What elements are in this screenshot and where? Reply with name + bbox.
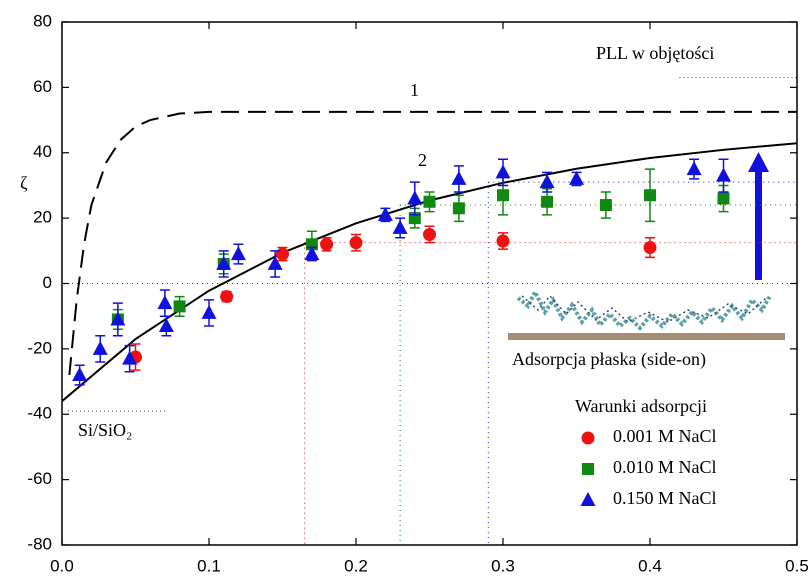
x-tick-label: 0.4 (638, 556, 662, 575)
marker (110, 311, 126, 326)
marker (497, 189, 509, 202)
marker (201, 304, 217, 319)
inset-label: Adsorpcja płaska (side-on) (512, 349, 706, 370)
substrate (508, 333, 785, 340)
curve-label: 2 (418, 150, 427, 170)
curve (68, 110, 797, 376)
y-axis-label: ζ (20, 173, 28, 193)
marker (173, 300, 186, 313)
arrow-shaft (755, 170, 762, 280)
marker (122, 350, 138, 365)
y-tick-label: -40 (27, 404, 52, 423)
marker (304, 246, 320, 261)
marker (230, 246, 246, 261)
y-tick-label: -80 (27, 534, 52, 553)
legend-marker (580, 492, 596, 506)
y-tick-label: 60 (33, 77, 52, 96)
marker (452, 202, 465, 215)
x-tick-label: 0.1 (197, 556, 221, 575)
marker (599, 199, 612, 212)
x-tick-label: 0.5 (785, 556, 809, 575)
legend-label: 0.150 M NaCl (613, 488, 717, 508)
marker (643, 241, 657, 255)
marker (216, 255, 232, 270)
marker (320, 237, 334, 251)
reference-label: PLL w objętości (596, 43, 714, 63)
arrow-head (748, 152, 769, 172)
marker (392, 219, 408, 234)
marker (496, 234, 510, 248)
y-tick-label: -20 (27, 338, 52, 357)
marker (423, 195, 436, 208)
marker (541, 195, 554, 208)
x-tick-label: 0.0 (50, 556, 74, 575)
y-tick-label: 80 (33, 11, 52, 30)
y-tick-label: 0 (43, 273, 52, 292)
y-tick-label: -60 (27, 469, 52, 488)
legend-label: 0.010 M NaCl (613, 457, 717, 477)
marker (267, 255, 283, 270)
y-tick-label: 40 (33, 142, 52, 161)
marker (423, 227, 436, 241)
marker (495, 164, 511, 179)
marker (72, 367, 88, 382)
molecule (516, 287, 772, 331)
curve-label: 1 (410, 80, 419, 100)
marker (716, 167, 731, 182)
marker (717, 192, 730, 205)
marker (157, 295, 173, 310)
marker (377, 206, 393, 221)
marker (686, 161, 702, 176)
marker (644, 189, 656, 202)
marker (276, 247, 289, 261)
x-tick-label: 0.2 (344, 556, 368, 575)
legend-label: 0.001 M NaCl (613, 426, 717, 446)
x-tick-label: 0.3 (491, 556, 515, 575)
marker (92, 340, 108, 355)
marker (349, 236, 363, 250)
y-tick-label: 20 (33, 208, 52, 227)
reference-label: Si/SiO₂ (78, 420, 132, 440)
legend-title: Warunki adsorpcji (575, 396, 707, 416)
marker (220, 290, 234, 304)
marker (407, 190, 423, 205)
legend-marker (582, 463, 594, 475)
marker (569, 170, 584, 185)
marker (539, 174, 555, 189)
marker (451, 170, 467, 185)
legend-marker (581, 431, 595, 445)
marker (158, 317, 174, 332)
